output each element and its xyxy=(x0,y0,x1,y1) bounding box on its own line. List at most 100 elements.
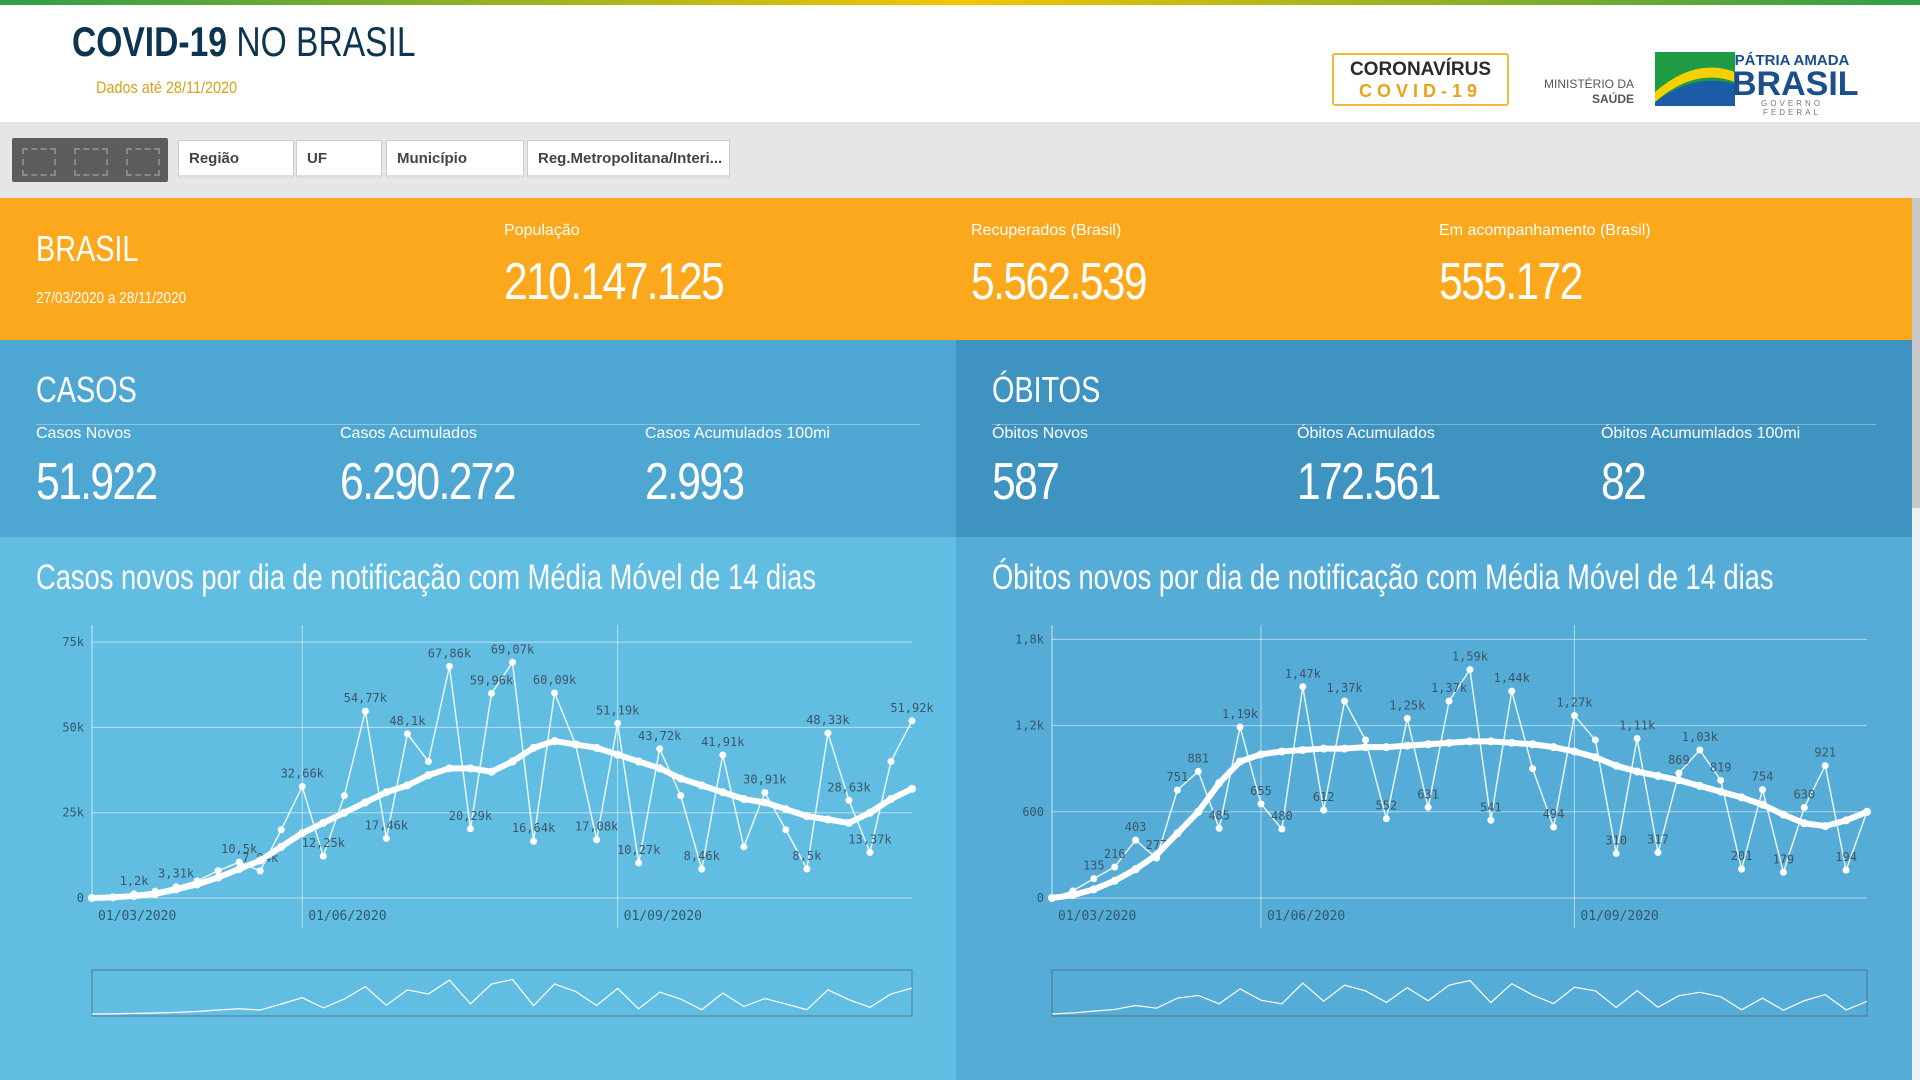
x-tick-label: 01/06/2020 xyxy=(308,909,386,924)
value-label: 869 xyxy=(1668,753,1690,767)
daily-point xyxy=(1445,697,1453,705)
moving-average-point xyxy=(529,743,538,752)
title-light: NO BRASIL xyxy=(236,18,416,65)
redo-button[interactable] xyxy=(74,148,108,176)
daily-point xyxy=(509,658,517,666)
moving-average-point xyxy=(1340,744,1349,753)
moving-average-point xyxy=(214,873,223,882)
logo-text: PÁTRIA AMADA xyxy=(1734,52,1850,69)
daily-point xyxy=(1612,849,1620,857)
daily-point xyxy=(466,825,474,833)
moving-average-point xyxy=(781,805,790,814)
daily-point xyxy=(256,867,264,875)
navigator-line xyxy=(91,978,913,1015)
logo-text: GOVERNO FEDERAL xyxy=(1761,99,1823,117)
filter-regiao[interactable]: Região xyxy=(178,140,294,178)
value-label: 317 xyxy=(1647,832,1669,846)
moving-average-point xyxy=(109,893,118,902)
filter-regiao-metropolitana[interactable]: Reg.Metropolitana/Interi... xyxy=(527,140,730,178)
moving-average-point xyxy=(844,818,853,827)
moving-average-point xyxy=(445,764,454,773)
daily-point xyxy=(1341,697,1349,705)
clear-button[interactable] xyxy=(126,148,160,176)
moving-average-point xyxy=(1821,822,1830,831)
stat-label: Óbitos Acumulados xyxy=(1297,425,1435,442)
logo-text: COVID-19 xyxy=(1358,81,1483,101)
casos-band xyxy=(0,340,956,537)
period: 27/03/2020 a 28/11/2020 xyxy=(36,290,187,307)
stat-label: Óbitos Acumumlados 100mi xyxy=(1601,425,1801,442)
moving-average-point xyxy=(1842,816,1851,825)
moving-average-point xyxy=(340,808,349,817)
moving-average-point xyxy=(1779,810,1788,819)
moving-average-line xyxy=(1051,738,1869,901)
daily-point xyxy=(1361,736,1369,744)
region-name: BRASIL xyxy=(36,228,139,269)
daily-point xyxy=(1633,735,1641,743)
value-label: 1,27k xyxy=(1556,696,1593,710)
daily-point xyxy=(1111,863,1119,871)
moving-average-point xyxy=(1236,757,1245,766)
moving-average-point xyxy=(613,750,622,759)
moving-average-point xyxy=(655,764,664,773)
logo-text: SAÚDE xyxy=(1591,92,1634,106)
value-label: 48,1k xyxy=(389,714,426,728)
daily-point xyxy=(1132,836,1140,844)
moving-average-point xyxy=(676,774,685,783)
daily-point xyxy=(1570,712,1578,720)
daily-point xyxy=(214,867,222,875)
moving-average-point xyxy=(718,788,727,797)
moving-average-point xyxy=(592,743,601,752)
navigator-line xyxy=(1051,979,1868,1015)
value-label: 1,11k xyxy=(1619,719,1656,733)
stat-value: 82 xyxy=(1601,453,1647,511)
daily-point xyxy=(1800,803,1808,811)
daily-point xyxy=(1821,762,1829,770)
x-tick-label: 01/09/2020 xyxy=(624,909,702,924)
x-tick-label: 01/03/2020 xyxy=(98,909,176,924)
stat-label: População xyxy=(504,222,580,239)
daily-point xyxy=(235,858,243,866)
daily-point xyxy=(803,865,811,873)
moving-average-point xyxy=(1716,787,1725,796)
value-label: 1,2k xyxy=(120,874,150,888)
value-label: 3,31k xyxy=(158,867,195,881)
value-label: 480 xyxy=(1271,809,1293,823)
daily-point xyxy=(1194,767,1202,775)
daily-point xyxy=(614,719,622,727)
daily-point xyxy=(1278,825,1286,833)
covid-logo: CORONAVÍRUS COVID-19 xyxy=(1332,53,1509,106)
moving-average-point xyxy=(1403,741,1412,750)
value-label: 59,96k xyxy=(470,673,514,687)
y-tick-label: 0 xyxy=(1037,891,1044,905)
value-label: 1,19k xyxy=(1222,707,1259,721)
moving-average-line xyxy=(91,738,914,901)
logo-text: MINISTÉRIO DA xyxy=(1543,77,1634,91)
daily-point xyxy=(1382,815,1390,823)
stat-value: 5.562.539 xyxy=(971,253,1148,311)
moving-average-point xyxy=(1424,740,1433,749)
daily-point xyxy=(1215,824,1223,832)
filter-uf[interactable]: UF xyxy=(296,140,382,178)
moving-average-point xyxy=(298,829,307,838)
stat-value: 6.290.272 xyxy=(340,453,517,511)
value-label: 1,37k xyxy=(1431,681,1468,695)
value-label: 541 xyxy=(1480,800,1502,814)
moving-average-point xyxy=(424,771,433,780)
value-label: 67,86k xyxy=(428,646,472,660)
flag-logo xyxy=(1655,52,1735,106)
undo-button[interactable] xyxy=(22,148,56,176)
value-label: 12,25k xyxy=(302,836,346,850)
daily-point xyxy=(1696,746,1704,754)
moving-average-point xyxy=(1695,781,1704,790)
daily-point xyxy=(887,758,895,765)
daily-point xyxy=(424,758,432,765)
moving-average-point xyxy=(235,864,244,873)
y-tick-label: 1,8k xyxy=(1015,632,1045,646)
scrollbar[interactable] xyxy=(1912,198,1920,1080)
filter-municipio[interactable]: Município xyxy=(386,140,524,178)
daily-point xyxy=(1487,816,1495,824)
daily-point xyxy=(277,826,285,834)
value-label: 494 xyxy=(1543,807,1565,821)
y-tick-label: 75k xyxy=(62,635,84,649)
